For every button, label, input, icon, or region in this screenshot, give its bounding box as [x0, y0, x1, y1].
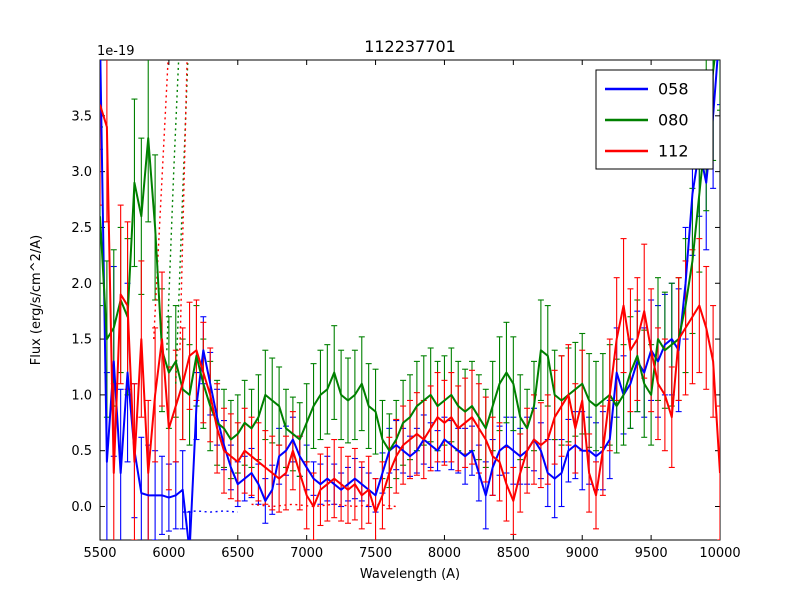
legend-entry: 058 [605, 80, 689, 99]
x-tick-label: 8500 [497, 546, 530, 561]
x-tick-label: 5500 [83, 546, 116, 561]
y-tick-label: 3.0 [71, 165, 92, 180]
series-080-line [100, 60, 716, 452]
legend-box [595, 69, 714, 170]
plot-data [100, 60, 720, 540]
x-axis-label: Wavelength (A) [360, 567, 460, 582]
clipped-data [100, 60, 720, 540]
x-tick-label: 9000 [566, 546, 599, 561]
y-axis-label: Flux (erg/s/cm^2/A) [29, 235, 44, 365]
x-tick-label: 8000 [428, 546, 461, 561]
legend-label: 080 [658, 111, 689, 130]
legend-label: 058 [658, 80, 689, 99]
y-tick-label: 3.5 [71, 109, 92, 124]
y-tick-label: 0.5 [71, 444, 92, 459]
y-tick-label: 1.0 [71, 388, 92, 403]
legend-entry: 080 [605, 111, 689, 130]
legend-label: 112 [658, 142, 689, 161]
x-tick-label: 7000 [290, 546, 323, 561]
x-tick-label: 9500 [635, 546, 668, 561]
axes: 5500 6000 6500 7000 7500 8000 8500 9000 9500 1000… [71, 59, 741, 561]
x-tick-label: 10000 [699, 546, 740, 561]
series-112-line [100, 104, 720, 514]
y-tick-label: 1.5 [71, 333, 92, 348]
x-tick-label: 6000 [152, 546, 185, 561]
dotted-segment [182, 510, 238, 513]
y-tick-label: 2.0 [71, 277, 92, 292]
x-tick-label: 7500 [359, 546, 392, 561]
dotted-segment [251, 503, 397, 508]
series-058-line [100, 60, 719, 540]
dotted-segment [179, 60, 188, 351]
plot-title: 112237701 [364, 37, 456, 56]
y-tick-label: 2.5 [71, 221, 92, 236]
x-tick-label: 6500 [221, 546, 254, 561]
y-tick-label: 0.0 [71, 500, 92, 515]
legend: 058 080 112 [595, 69, 714, 170]
legend-entry: 112 [605, 142, 689, 161]
dotted-segment [153, 60, 169, 340]
y-offset-label: 1e-19 [97, 44, 135, 59]
